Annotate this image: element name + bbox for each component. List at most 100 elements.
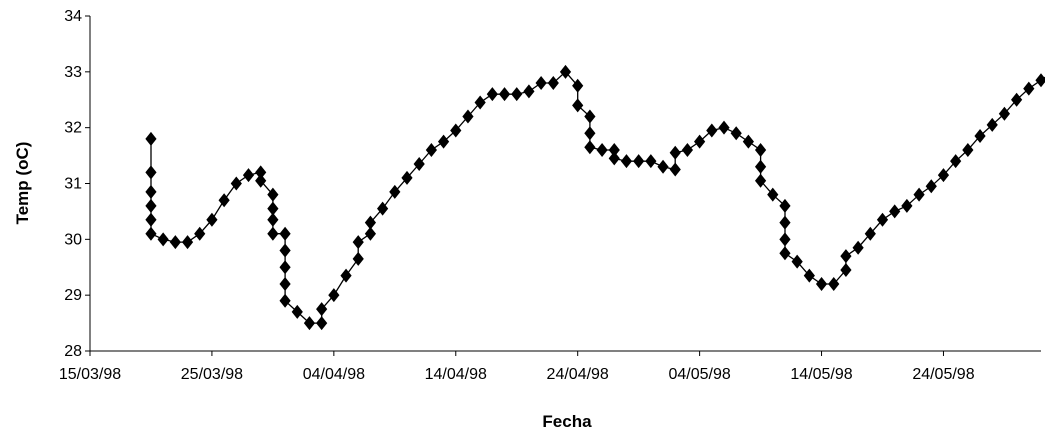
data-point [840,249,852,264]
data-point [706,123,718,138]
data-point [681,143,694,157]
data-point [498,87,511,102]
data-point [608,143,620,157]
data-point [1023,81,1035,96]
data-point [828,277,840,291]
data-point [511,87,523,102]
y-tick-label: 32 [64,120,82,137]
y-tick-label: 29 [64,287,82,304]
x-tick-label: 15/03/98 [59,366,121,383]
data-point [950,154,962,169]
data-point [486,87,498,102]
data-point [352,235,364,250]
data-point [255,173,267,188]
data-point [584,140,596,155]
data-point [779,232,791,247]
y-tick-label: 31 [64,176,82,193]
y-tick-group: 28 29 30 31 32 33 34 [64,8,90,360]
data-point [401,170,413,185]
data-point [181,235,194,250]
data-point [279,226,291,241]
data-point [986,117,998,132]
data-point [450,123,462,138]
data-point [754,173,767,188]
data-point [157,232,169,247]
data-point [633,154,645,169]
data-point [328,288,340,303]
data-point [925,179,937,194]
data-point [779,215,791,230]
data-point [267,187,279,202]
data-point [584,126,596,141]
data-point [462,109,474,124]
data-point [267,201,279,216]
data-point [572,98,584,113]
data-point [218,193,230,208]
data-point [840,263,852,278]
data-point [316,302,328,317]
data-point [291,304,303,319]
data-point [876,212,889,227]
data-point [316,316,328,331]
data-point [437,134,450,149]
data-point [889,204,901,219]
data-point [145,212,157,227]
data-point [474,95,486,110]
data-point [145,131,157,146]
data-point [754,143,767,157]
data-point [694,134,706,149]
data-point [742,134,754,149]
data-point [669,145,681,160]
data-point [779,198,791,213]
data-point [998,106,1011,121]
data-point [779,246,791,261]
data-point [242,168,255,183]
data-point [255,165,267,180]
data-point [364,215,377,230]
data-point [279,277,291,291]
data-point [145,165,157,180]
data-point [559,64,572,79]
data-point [852,240,864,255]
data-point [145,198,157,213]
data-point [754,159,767,174]
data-point [364,226,377,241]
data-point [535,76,547,90]
data-point [279,293,291,308]
y-tick-label: 34 [64,8,82,25]
data-point [572,78,584,93]
data-point [937,168,950,183]
series-markers [145,64,1045,331]
data-point [620,154,633,169]
data-point [1011,92,1023,107]
data-point [791,254,803,269]
data-point [913,187,925,202]
x-axis-title: Fecha [542,412,592,431]
data-point [425,143,437,157]
x-tick-label: 24/04/98 [547,366,609,383]
x-tick-label: 04/04/98 [303,366,365,383]
data-point [962,143,974,157]
data-point [340,268,352,283]
data-point [864,226,876,241]
data-point [974,129,986,144]
data-point [608,151,620,166]
data-point [815,277,828,291]
data-point [657,159,669,174]
data-point [901,198,913,213]
y-tick-label: 33 [64,64,82,81]
data-point [389,184,401,199]
x-tick-label: 14/04/98 [425,366,487,383]
data-point [803,268,815,283]
data-point [413,156,425,171]
data-point [767,187,779,202]
x-tick-label: 04/05/98 [668,366,730,383]
data-point [584,109,596,124]
data-point [352,251,364,266]
data-point [230,176,242,191]
y-axis-title: Temp (oC) [13,142,32,225]
plot-area [145,64,1045,331]
data-point [279,260,291,275]
data-point [194,226,206,241]
